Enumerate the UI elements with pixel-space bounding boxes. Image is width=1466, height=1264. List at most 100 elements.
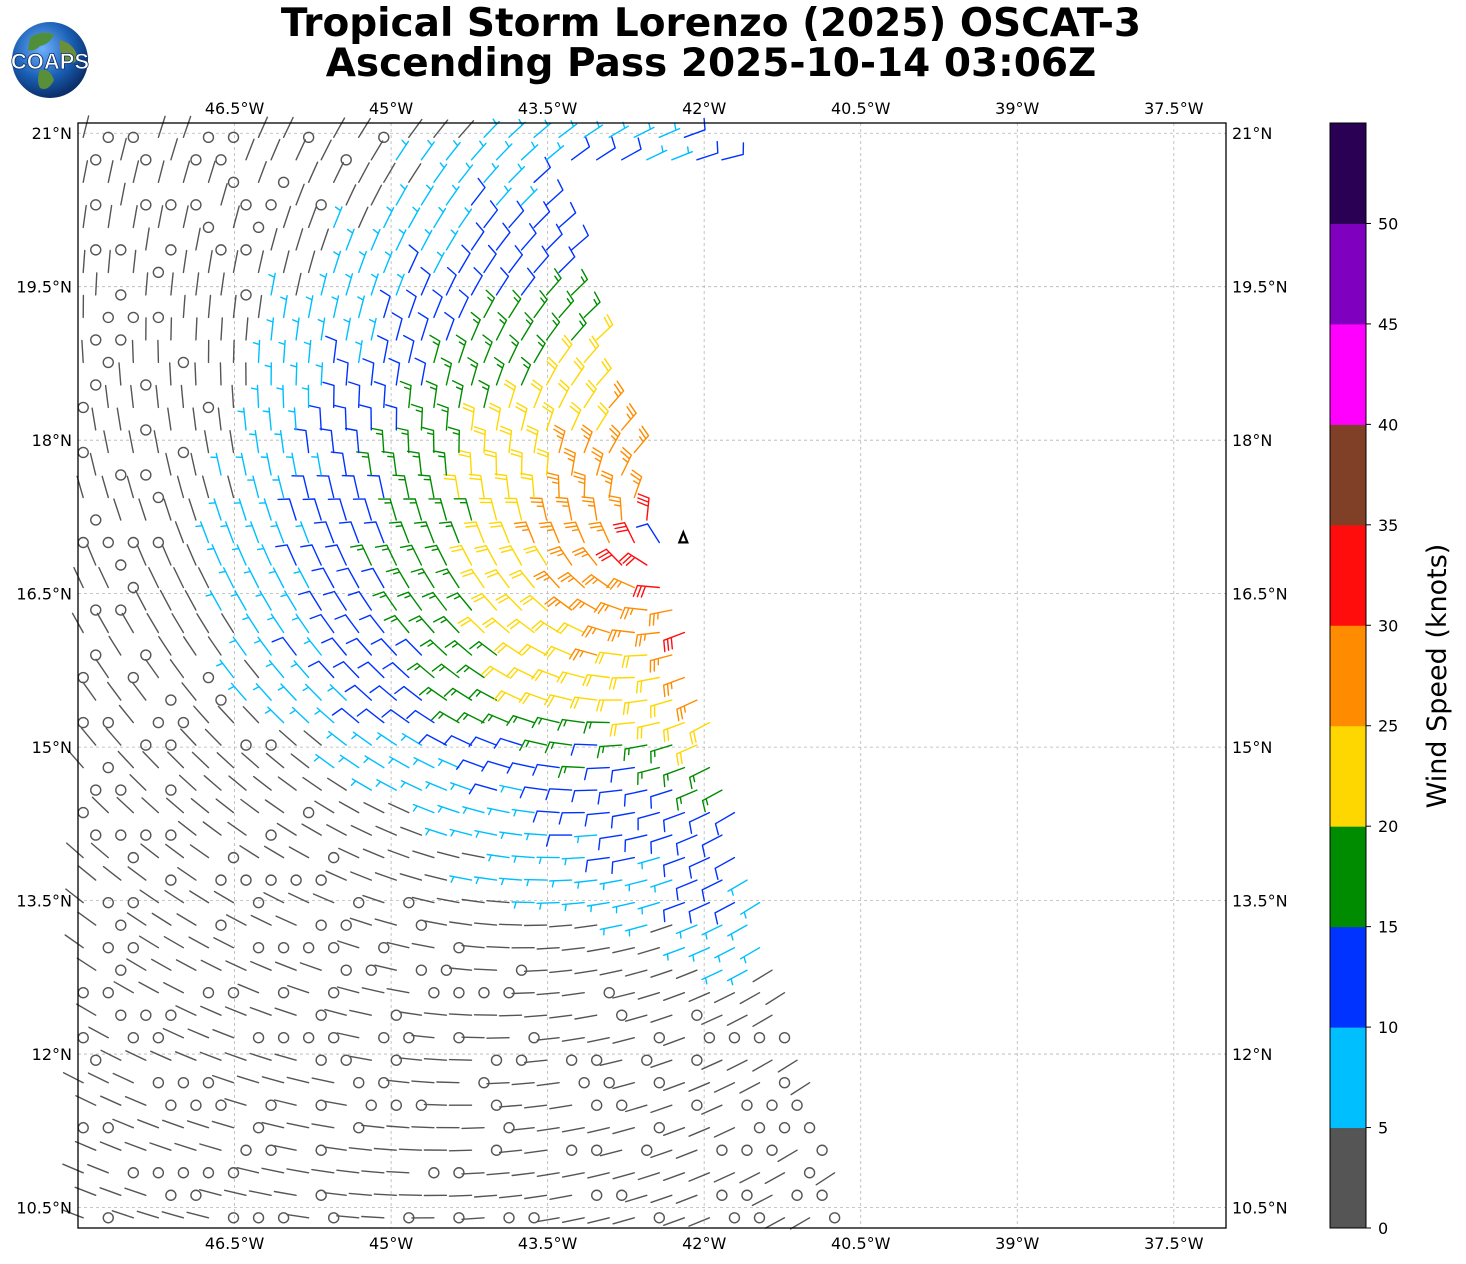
calm-wind-marker — [77, 1122, 89, 1134]
wind-barb — [313, 521, 335, 544]
wind-barb — [456, 712, 485, 724]
wind-barb — [90, 842, 109, 859]
wind-barb — [457, 616, 485, 634]
wind-barb — [432, 289, 443, 319]
wind-barb — [544, 741, 573, 754]
calm-wind-marker — [503, 986, 515, 999]
calm-wind-marker — [102, 1122, 114, 1134]
calm-wind-marker — [803, 1167, 816, 1179]
wind-barb — [216, 752, 235, 769]
wind-barb — [303, 339, 312, 364]
wind-barb — [623, 744, 648, 762]
lat-tick-left: 19.5°N — [16, 278, 72, 297]
wind-barb — [211, 1120, 235, 1129]
wind-barb — [217, 407, 222, 431]
wind-barb — [671, 146, 693, 161]
calm-wind-marker — [453, 986, 465, 999]
wind-barb — [586, 947, 610, 953]
wind-barb — [675, 1194, 698, 1204]
wind-barb — [224, 1006, 247, 1016]
wind-barb — [468, 688, 498, 701]
wind-barb — [311, 452, 322, 476]
wind-barb — [455, 334, 467, 364]
calm-wind-marker — [353, 896, 365, 909]
wind-barb — [444, 640, 473, 656]
wind-barb — [276, 822, 297, 836]
wind-barb — [136, 1210, 160, 1219]
wind-barb — [286, 1213, 310, 1219]
wind-barb — [307, 161, 319, 183]
wind-barb — [410, 568, 435, 589]
wind-barb — [449, 544, 473, 566]
wind-barb — [598, 834, 623, 851]
wind-barb — [536, 448, 550, 476]
calm-wind-marker — [490, 1099, 503, 1111]
calm-wind-marker — [616, 1009, 628, 1021]
calm-wind-marker — [578, 1077, 590, 1089]
wind-barb — [125, 1050, 147, 1061]
wind-barb — [411, 1080, 435, 1084]
wind-barb — [633, 425, 650, 454]
wind-barb — [325, 544, 347, 566]
wind-barb — [458, 449, 473, 476]
wind-barb — [225, 960, 247, 971]
wind-barb — [151, 912, 172, 926]
calm-wind-marker — [315, 199, 327, 211]
wind-barbs — [62, 115, 841, 1230]
wind-barb — [262, 407, 272, 431]
wind-barb — [612, 992, 635, 999]
wind-barb — [192, 407, 197, 431]
calm-wind-marker — [127, 581, 140, 594]
wind-barb — [252, 683, 272, 701]
wind-barb — [650, 1059, 673, 1068]
wind-barb — [293, 567, 310, 589]
wind-barb — [303, 637, 322, 656]
wind-barb — [538, 521, 560, 544]
wind-barb — [302, 776, 322, 791]
wind-barb — [386, 988, 410, 994]
wind-barb — [587, 1217, 610, 1224]
wind-barb — [739, 1082, 761, 1094]
wind-barb — [129, 774, 147, 791]
calm-wind-marker — [102, 536, 114, 549]
calm-wind-marker — [590, 1054, 603, 1066]
wind-barb — [650, 744, 673, 764]
wind-barb — [777, 1059, 798, 1073]
calm-wind-marker — [77, 671, 89, 684]
wind-barb — [345, 273, 354, 296]
wind-barb — [138, 498, 147, 521]
wind-barb — [316, 475, 335, 499]
wind-barb — [701, 924, 723, 940]
calm-wind-marker — [503, 1122, 515, 1134]
wind-barb — [257, 544, 272, 566]
wind-barb — [250, 960, 272, 971]
wind-barb — [82, 204, 87, 229]
wind-barb — [461, 1036, 485, 1039]
calm-wind-marker — [227, 1212, 240, 1224]
wind-barb — [508, 289, 522, 319]
wind-barb — [461, 1172, 485, 1175]
wind-barb — [583, 120, 604, 138]
wind-barb — [583, 335, 600, 364]
wind-barb — [95, 658, 109, 679]
wind-barb — [124, 1096, 147, 1106]
calm-wind-marker — [177, 356, 190, 369]
wind-barb — [414, 357, 427, 386]
wind-barb — [533, 290, 548, 319]
wind-barb — [348, 1055, 372, 1061]
wind-barb — [606, 577, 635, 590]
wind-barb — [170, 317, 173, 341]
wind-barb — [608, 380, 625, 409]
wind-barb — [199, 1051, 222, 1061]
wind-barb — [558, 379, 570, 409]
calm-wind-marker — [115, 469, 127, 481]
wind-barb — [488, 402, 502, 431]
wind-barb — [545, 788, 573, 801]
wind-barb — [675, 879, 698, 901]
wind-barb — [570, 743, 598, 756]
wind-barb — [356, 451, 372, 476]
wind-barb — [278, 339, 286, 364]
wind-barb — [188, 936, 210, 949]
wind-barb — [561, 856, 585, 866]
wind-barb — [77, 911, 97, 926]
